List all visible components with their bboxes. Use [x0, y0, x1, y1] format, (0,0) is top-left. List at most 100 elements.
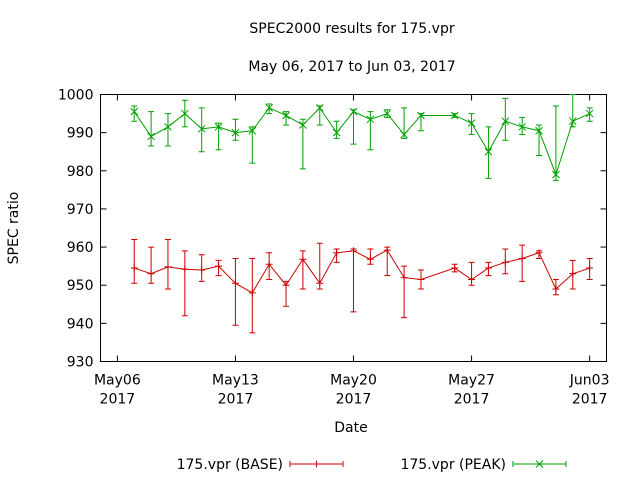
data-point	[214, 123, 223, 131]
data-point	[248, 126, 257, 135]
x-axis-label: Date	[334, 420, 367, 436]
error-bar	[266, 103, 273, 115]
data-point	[450, 111, 459, 120]
data-point	[181, 265, 189, 273]
y-tick-label: 970	[67, 202, 94, 218]
series-1	[130, 94, 594, 181]
data-point	[484, 264, 492, 272]
data-point	[147, 132, 155, 141]
data-point	[180, 109, 189, 118]
y-tick-label: 960	[67, 240, 94, 256]
data-point	[316, 279, 324, 287]
error-bar	[131, 238, 138, 284]
data-point	[400, 274, 408, 282]
data-point	[451, 264, 459, 272]
data-point	[585, 109, 594, 118]
error-bar	[468, 113, 475, 136]
legend-label: 175.vpr (BASE)	[177, 457, 283, 473]
x-tick-label-year: 2017	[572, 392, 608, 408]
data-point	[518, 255, 526, 263]
data-point	[299, 121, 307, 129]
data-point	[231, 128, 240, 137]
error-bar	[181, 250, 188, 317]
error-bar	[485, 126, 492, 179]
y-tick-label: 930	[67, 355, 94, 371]
data-point	[231, 279, 239, 287]
data-point	[467, 119, 476, 127]
data-point	[265, 103, 274, 112]
data-point	[197, 124, 206, 133]
error-bar	[536, 124, 543, 157]
data-point	[164, 263, 172, 271]
data-point	[417, 111, 425, 120]
error-bar	[249, 126, 256, 164]
y-axis-label: SPEC ratio	[6, 192, 22, 265]
data-point	[130, 264, 138, 272]
error-bar	[350, 248, 357, 313]
data-point	[552, 285, 560, 293]
data-point	[383, 109, 392, 118]
data-point	[349, 107, 358, 116]
data-point	[501, 258, 509, 266]
data-point	[400, 130, 408, 139]
data-point	[501, 117, 510, 126]
data-point	[315, 103, 324, 112]
data-point	[552, 170, 560, 179]
legend: 175.vpr (BASE) 175.vpr (PEAK)	[177, 457, 567, 473]
x-tick-label-year: 2017	[218, 392, 254, 408]
data-point	[568, 117, 577, 126]
x-tick-label-year: 2017	[100, 392, 136, 408]
error-bar	[401, 107, 408, 139]
data-point	[299, 255, 307, 263]
data-point	[366, 255, 374, 263]
data-point	[248, 289, 256, 297]
data-point	[518, 123, 527, 131]
y-tick-label: 990	[67, 126, 94, 142]
error-bar	[232, 258, 239, 326]
data-point	[417, 275, 425, 283]
chart-title: SPEC2000 results for 175.vpr	[249, 21, 454, 37]
data-point	[350, 247, 357, 255]
data-point	[535, 249, 543, 257]
error-bar	[367, 111, 374, 151]
data-point	[282, 281, 290, 289]
error-bar	[148, 111, 155, 147]
data-point	[198, 266, 206, 274]
error-bar	[552, 105, 559, 181]
axes: 930 940 950 960 970 980 990 1000 May06 2017 May13 2…	[58, 88, 610, 408]
data-point	[366, 115, 375, 124]
legend-label: 175.vpr (PEAK)	[400, 457, 506, 473]
data-point	[265, 260, 273, 268]
data-point	[164, 123, 172, 131]
error-bar	[232, 118, 239, 141]
error-bar	[131, 105, 138, 122]
error-bar	[333, 120, 340, 139]
x-tick-label: May06	[94, 373, 141, 389]
x-tick-label-year: 2017	[336, 392, 372, 408]
data-point	[130, 107, 139, 116]
y-tick-label: 980	[67, 164, 94, 180]
chart-subtitle: May 06, 2017 to Jun 03, 2017	[248, 59, 455, 75]
data-point	[147, 270, 155, 278]
legend-marker	[313, 460, 320, 468]
error-bar	[164, 113, 171, 147]
error-bar	[502, 97, 509, 141]
data-point	[484, 147, 493, 156]
data-point	[468, 275, 476, 283]
series-0	[130, 238, 594, 334]
y-tick-label: 1000	[58, 88, 94, 104]
y-tick-label: 950	[67, 278, 94, 294]
error-bar	[198, 107, 205, 153]
error-bar	[148, 246, 155, 284]
x-tick-label: May27	[448, 373, 495, 389]
data-point	[383, 246, 391, 254]
data-point	[569, 270, 577, 278]
series-layer	[130, 94, 594, 334]
legend-marker	[535, 460, 544, 468]
data-point	[333, 249, 341, 257]
data-point	[215, 262, 223, 270]
error-bar	[519, 116, 526, 136]
series-line	[134, 249, 590, 294]
x-tick-label: May13	[212, 373, 259, 389]
